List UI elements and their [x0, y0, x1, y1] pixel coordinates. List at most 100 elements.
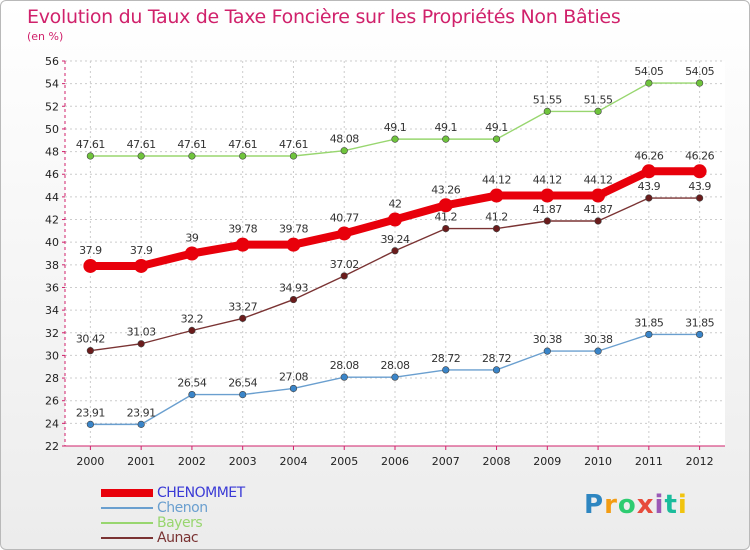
x-tick-label: 2012 — [686, 455, 714, 468]
data-point — [289, 152, 298, 160]
legend-swatch — [101, 488, 153, 497]
chart-unit: (en %) — [27, 30, 64, 43]
data-point — [340, 147, 348, 155]
y-tick-label: 30 — [45, 349, 59, 362]
x-tick-label: 2003 — [229, 455, 257, 468]
data-point — [86, 420, 94, 428]
data-point — [442, 135, 450, 143]
y-tick-label: 28 — [45, 372, 59, 385]
y-tick-label: 46 — [45, 168, 59, 181]
y-tick-label: 34 — [45, 304, 59, 317]
y-tick-label: 36 — [45, 281, 59, 294]
data-label: 30.42 — [76, 333, 105, 346]
y-tick-label: 56 — [45, 55, 59, 68]
data-point — [340, 373, 348, 381]
legend-label: Aunac — [157, 529, 199, 546]
data-label: 41.87 — [533, 203, 562, 216]
logo-letter: x — [636, 490, 655, 520]
data-point — [492, 366, 501, 374]
data-label: 33.27 — [228, 300, 257, 313]
data-label: 48.08 — [330, 133, 359, 146]
legend-item: CHENOMMET — [101, 484, 245, 501]
data-point — [391, 135, 399, 143]
data-label: 28.72 — [431, 352, 460, 365]
data-label: 43.26 — [431, 183, 460, 196]
data-point — [391, 247, 399, 255]
y-tick-label: 32 — [45, 327, 59, 340]
data-point — [286, 237, 301, 252]
data-label: 28.08 — [330, 359, 359, 372]
y-tick-label: 52 — [45, 100, 59, 113]
data-label: 43.9 — [638, 180, 661, 193]
data-point — [239, 152, 247, 160]
data-point — [137, 152, 145, 160]
x-tick-label: 2008 — [483, 455, 511, 468]
x-tick-label: 2011 — [635, 455, 663, 468]
data-label: 30.38 — [533, 333, 562, 346]
data-point — [388, 212, 402, 227]
data-label: 47.61 — [127, 138, 156, 151]
y-tick-label: 26 — [45, 395, 59, 408]
data-point — [188, 152, 196, 160]
data-label: 41.87 — [584, 203, 613, 216]
y-tick-label: 38 — [45, 259, 59, 272]
data-label: 51.55 — [584, 93, 613, 106]
data-point — [641, 164, 656, 179]
data-label: 46.26 — [685, 149, 714, 162]
y-tick-label: 44 — [45, 191, 59, 204]
data-label: 37.9 — [79, 244, 102, 257]
data-point — [645, 194, 653, 202]
data-point — [391, 373, 399, 381]
data-label: 28.72 — [482, 352, 511, 365]
data-point — [594, 107, 602, 115]
data-label: 39.78 — [228, 223, 257, 236]
chart-title: Evolution du Taux de Taxe Foncière sur l… — [27, 6, 621, 28]
data-point — [239, 390, 247, 399]
legend-label: CHENOMMET — [157, 484, 245, 501]
data-point — [594, 217, 602, 225]
data-label: 39.24 — [381, 233, 410, 246]
data-point — [543, 217, 551, 225]
data-point — [492, 135, 501, 143]
data-point — [438, 198, 453, 213]
logo-letter: P — [584, 490, 605, 520]
x-tick-label: 2006 — [381, 455, 409, 468]
data-label: 27.08 — [279, 370, 308, 383]
data-point — [188, 390, 196, 399]
data-point — [442, 224, 450, 233]
y-tick-label: 48 — [45, 146, 59, 159]
logo-letter: i — [654, 490, 665, 520]
data-label: 30.38 — [584, 333, 613, 346]
data-label: 47.61 — [177, 138, 206, 151]
data-label: 44.12 — [482, 174, 511, 187]
data-point — [137, 420, 145, 428]
logo-letter: r — [604, 490, 618, 520]
data-point — [692, 164, 707, 179]
data-point — [239, 314, 247, 322]
proxiti-logo: Proxiti — [584, 490, 688, 520]
x-tick-label: 2001 — [127, 455, 155, 468]
data-label: 41.2 — [435, 211, 458, 224]
x-tick-label: 2000 — [76, 455, 104, 468]
data-label: 54.05 — [634, 65, 663, 78]
y-tick-label: 40 — [45, 236, 59, 249]
y-tick-label: 50 — [45, 123, 59, 136]
data-label: 43.9 — [688, 180, 711, 193]
data-label: 49.1 — [435, 121, 458, 134]
data-point — [594, 347, 602, 355]
data-label: 28.08 — [381, 359, 410, 372]
data-label: 49.1 — [485, 121, 508, 134]
y-tick-label: 24 — [45, 417, 59, 430]
data-point — [591, 188, 606, 203]
logo-letter: i — [677, 490, 688, 520]
data-point — [540, 188, 555, 203]
data-point — [137, 340, 145, 348]
data-label: 23.91 — [76, 406, 105, 419]
data-point — [543, 347, 551, 355]
data-label: 32.2 — [181, 313, 204, 326]
legend-label: Chenon — [157, 499, 208, 516]
legend-swatch — [101, 536, 153, 539]
data-point — [442, 366, 450, 374]
